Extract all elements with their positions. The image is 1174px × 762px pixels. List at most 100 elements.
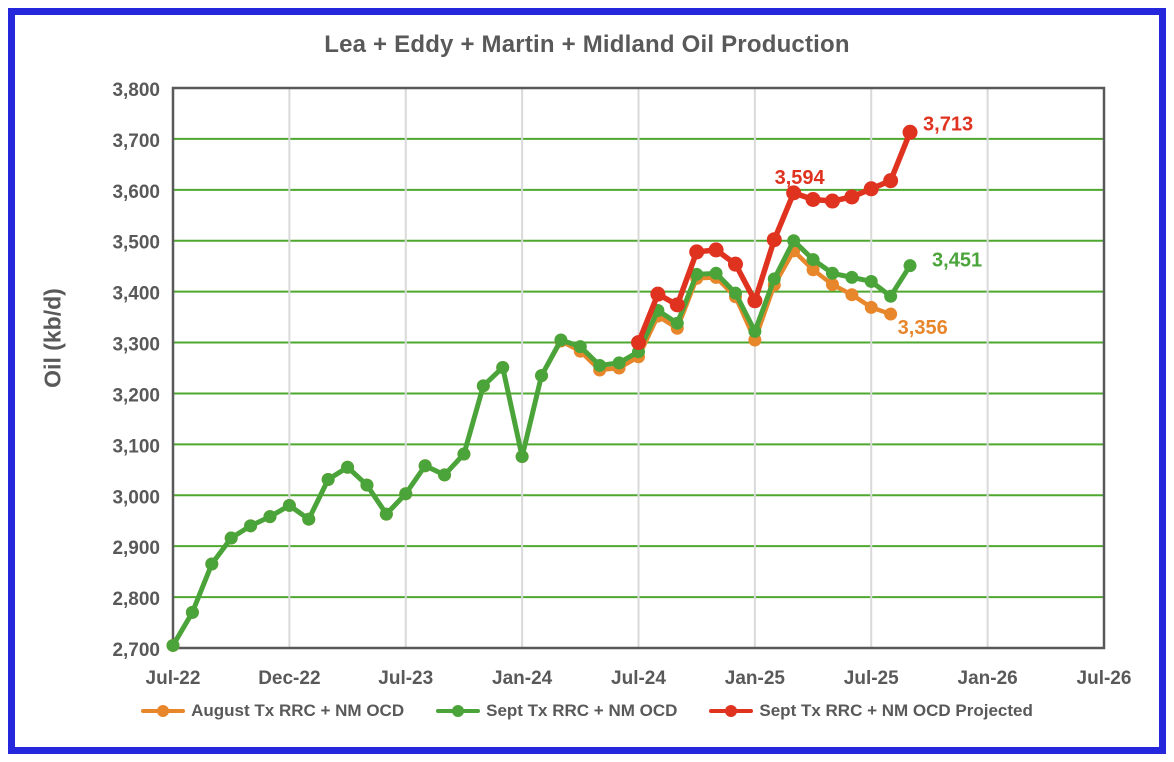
series-sept-point xyxy=(806,253,820,267)
series-sept-point xyxy=(263,510,277,524)
point-label: 3,451 xyxy=(932,250,982,272)
series-sept-point xyxy=(787,234,801,248)
series-sept-point xyxy=(690,267,704,281)
series-projected-point xyxy=(902,124,918,140)
series-projected xyxy=(631,124,918,351)
series-sept-point xyxy=(612,356,626,370)
series-august-line xyxy=(170,248,893,648)
x-tick-label: Jul-23 xyxy=(378,668,433,689)
series-projected-point xyxy=(766,232,782,248)
series-sept-point xyxy=(670,316,684,330)
series-august xyxy=(166,244,898,652)
series-projected-point xyxy=(824,193,840,209)
series-sept-point xyxy=(884,289,898,303)
series-projected-point xyxy=(689,244,705,260)
series-sept-point xyxy=(903,259,917,273)
x-tick-label: Jul-24 xyxy=(611,668,666,689)
y-tick-label: 3,700 xyxy=(112,131,160,152)
y-tick-label: 3,000 xyxy=(112,487,160,508)
series-sept-point xyxy=(573,340,587,354)
series-august-point xyxy=(864,300,878,314)
series-sept-point xyxy=(515,450,529,464)
y-tick-label: 2,800 xyxy=(112,589,160,610)
series-august-point xyxy=(845,288,859,302)
series-projected-point xyxy=(727,256,743,272)
y-tick-label: 3,300 xyxy=(112,335,160,356)
series-sept-line xyxy=(170,238,913,648)
y-tick-label: 3,800 xyxy=(112,80,160,101)
series-sept-point xyxy=(341,460,355,474)
x-tick-label: Jul-26 xyxy=(1077,668,1132,689)
y-tick-label: 2,900 xyxy=(112,538,160,559)
series-sept-point xyxy=(205,557,219,571)
series-sept-point xyxy=(244,519,258,533)
legend-item-projected: Sept Tx RRC + NM OCD Projected xyxy=(709,701,1033,721)
series-projected-point xyxy=(863,181,879,197)
chart-title: Lea + Eddy + Martin + Midland Oil Produc… xyxy=(324,31,850,58)
series-sept-point xyxy=(379,507,393,521)
legend-label-august: August Tx RRC + NM OCD xyxy=(191,701,405,720)
series-sept-point xyxy=(864,274,878,288)
series-sept-point xyxy=(224,531,238,545)
series-sept-point xyxy=(728,286,742,300)
series-sept-point xyxy=(554,333,568,347)
chart-frame xyxy=(8,8,1166,754)
x-tick-label: Dec-22 xyxy=(258,668,320,689)
point-label: 3,713 xyxy=(923,113,973,135)
axis-tick-labels: 2,700 2,800 2,900 3,000 3,100 3,200 3,300 3,400… xyxy=(112,80,1131,689)
legend-label-sept: Sept Tx RRC + NM OCD xyxy=(486,701,678,720)
legend-marker-sept-icon xyxy=(436,704,481,718)
series-sept-point xyxy=(399,487,413,501)
series-sept-point xyxy=(457,447,471,461)
series-projected-point xyxy=(786,185,802,201)
series-sept-point xyxy=(748,324,762,338)
series-sept-point xyxy=(709,266,723,280)
series-sept-point xyxy=(593,358,607,372)
series-sept-point xyxy=(360,478,374,492)
x-tick-label: Jul-25 xyxy=(844,668,899,689)
x-tick-label: Jan-24 xyxy=(492,668,553,689)
series-projected-point xyxy=(883,173,899,189)
point-label: 3,356 xyxy=(898,317,948,339)
series-projected-point xyxy=(669,297,685,313)
series-projected-point xyxy=(747,293,763,309)
series-sept-point xyxy=(767,272,781,286)
series-august-point xyxy=(884,307,898,321)
series-sept-point xyxy=(438,468,452,482)
series-sept-point xyxy=(302,512,316,526)
x-tick-label: Jan-26 xyxy=(958,668,1018,689)
legend-item-sept: Sept Tx RRC + NM OCD xyxy=(436,701,677,721)
plot-border xyxy=(171,86,1106,650)
series-sept-point xyxy=(476,379,490,393)
series-sept-point xyxy=(185,605,199,619)
series-projected-point xyxy=(631,335,646,351)
series-sept-point xyxy=(166,638,180,652)
series-sept-point xyxy=(282,498,296,512)
y-tick-label: 3,100 xyxy=(112,436,160,457)
legend-item-august: August Tx RRC + NM OCD xyxy=(141,701,404,721)
y-tick-label: 2,700 xyxy=(112,640,160,661)
series-sept xyxy=(166,234,917,652)
x-tick-label: Jan-25 xyxy=(725,668,786,689)
y-tick-label: 3,400 xyxy=(112,284,160,305)
y-tick-label: 3,200 xyxy=(112,385,160,406)
series-sept-point xyxy=(321,472,335,486)
x-tick-label: Jul-22 xyxy=(146,668,201,689)
series-sept-point xyxy=(496,360,510,374)
series-projected-point xyxy=(805,191,821,207)
series-sept-point xyxy=(418,459,432,473)
legend: August Tx RRC + NM OCD Sept Tx RRC + NM … xyxy=(0,701,1174,721)
legend-label-projected: Sept Tx RRC + NM OCD Projected xyxy=(759,701,1033,720)
series-projected-point xyxy=(844,189,860,205)
series-sept-point xyxy=(825,266,839,280)
series-sept-point xyxy=(845,270,859,284)
point-label: 3,594 xyxy=(775,167,826,189)
gridlines xyxy=(173,88,1104,648)
y-tick-label: 3,600 xyxy=(112,182,160,203)
series-sept-point xyxy=(535,369,549,383)
series-august-point xyxy=(825,278,839,292)
legend-marker-projected-icon xyxy=(709,704,754,718)
series-projected-point xyxy=(708,242,724,258)
